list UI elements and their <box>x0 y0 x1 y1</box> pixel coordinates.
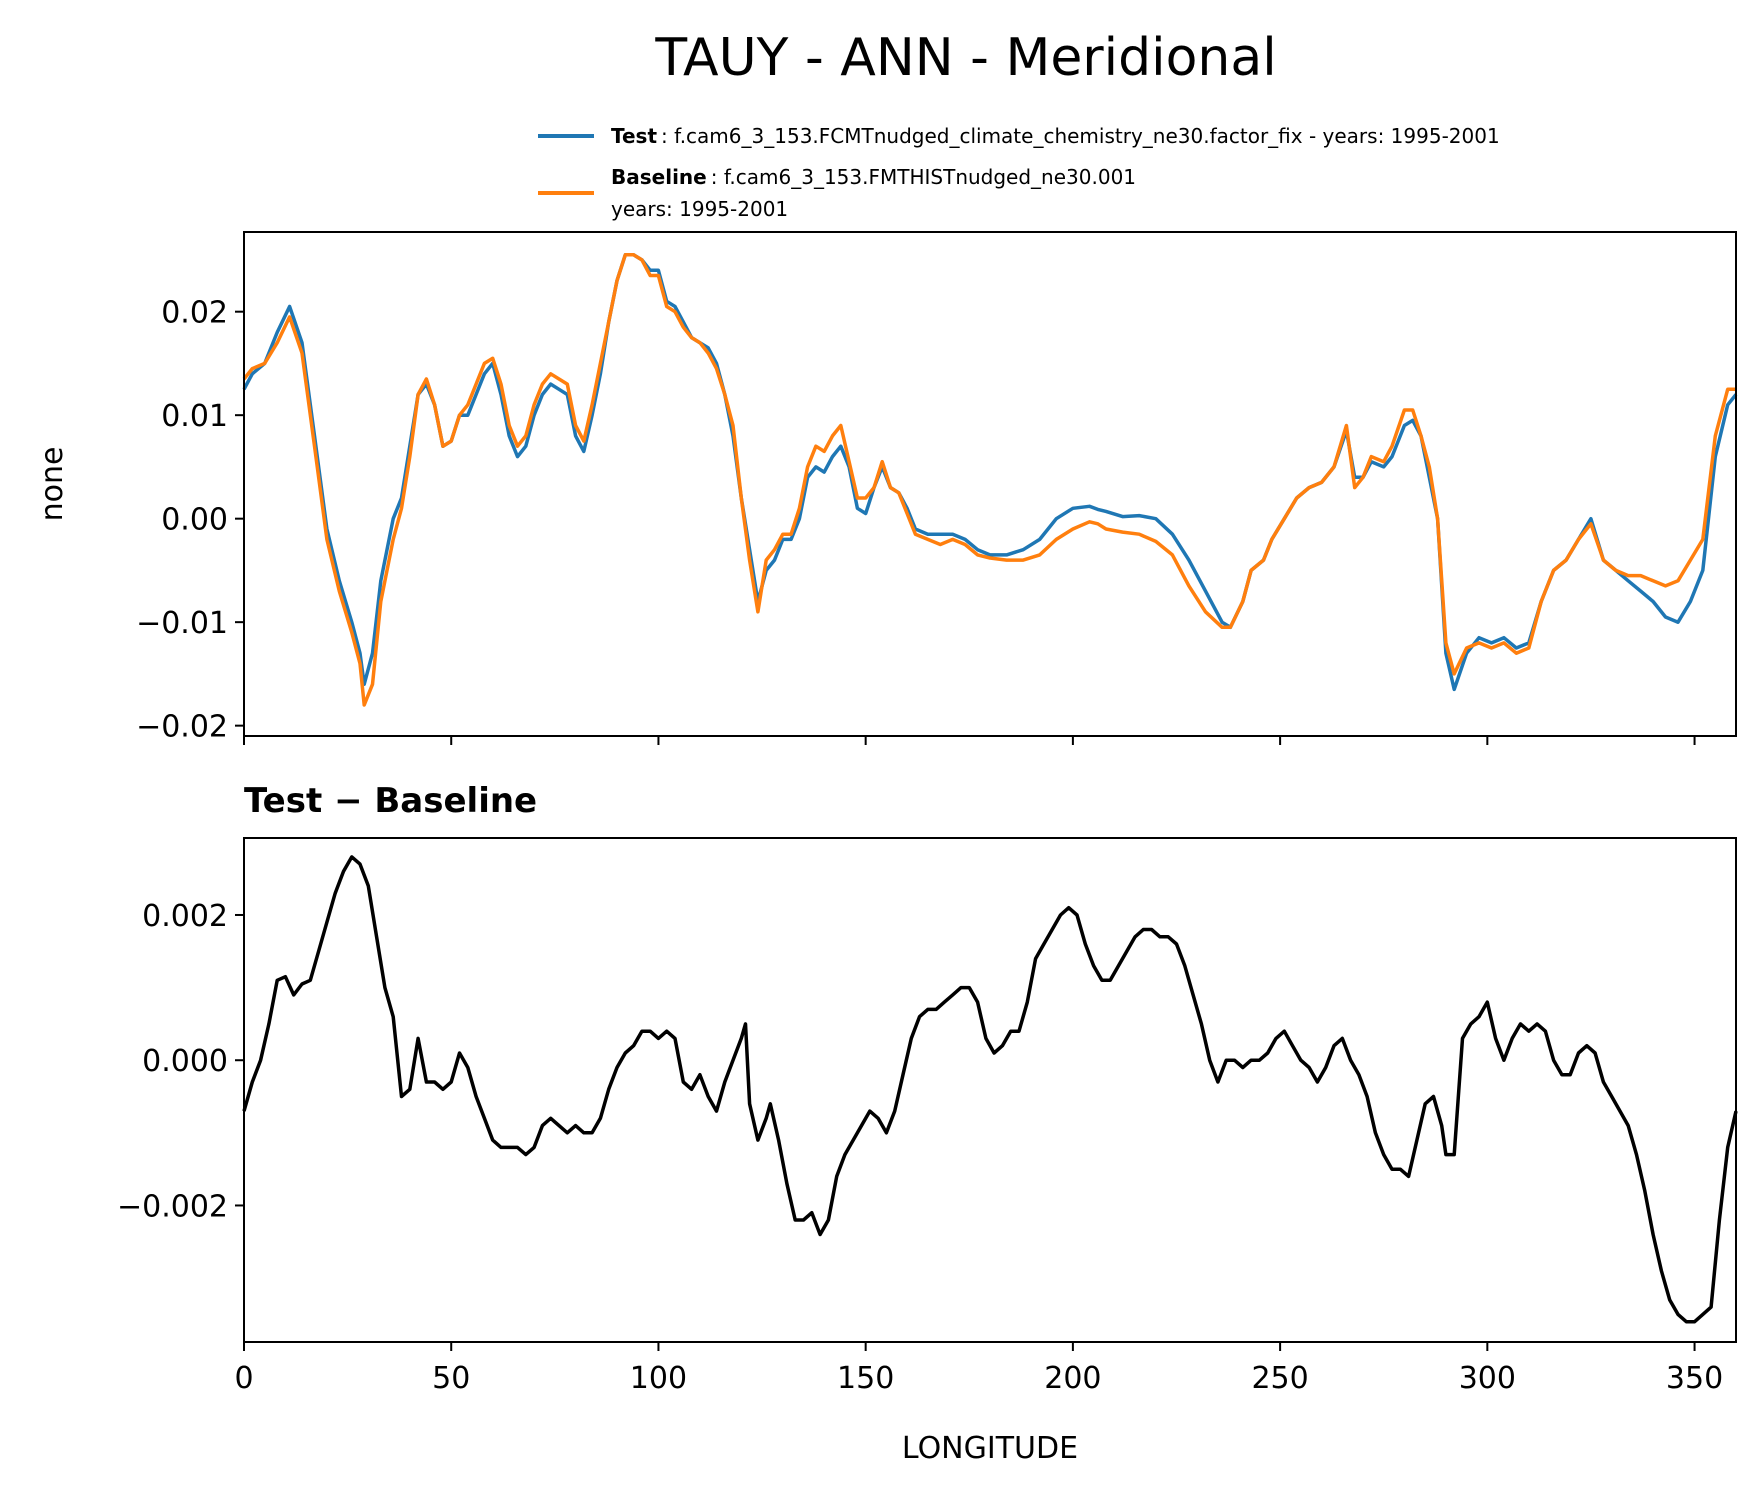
bottom-y-tick-label: −0.002 <box>117 1189 228 1224</box>
bottom-x-tick-label: 250 <box>1251 1361 1308 1396</box>
top-axes-frame <box>243 231 1737 737</box>
bottom-panel: Test − Baseline 0 50 100 150 200 250 300 350 −0.… <box>117 781 1738 1466</box>
bottom-y-tick-label: 0.002 <box>142 899 228 934</box>
bottom-series-line-diff <box>242 855 1738 1324</box>
bottom-ticks-group: 0 50 100 150 200 250 300 350 −0.002 0.000 0.002 <box>117 899 1723 1396</box>
x-axis-label: LONGITUDE <box>902 1431 1078 1466</box>
bottom-x-tick-label: 300 <box>1459 1361 1516 1396</box>
legend-baseline-text: : f.cam6_3_153.FMTHISTnudged_ne30.001 <box>711 165 1136 189</box>
bottom-axes-frame <box>243 837 1737 1343</box>
top-series-group <box>242 253 1738 707</box>
top-series-line-baseline <box>242 253 1736 707</box>
bottom-panel-title: Test − Baseline <box>244 781 537 821</box>
top-panel: −0.02 −0.01 0.00 0.01 0.02 none <box>35 231 1738 745</box>
bottom-x-tick-label: 150 <box>837 1361 894 1396</box>
bottom-series-group <box>242 855 1738 1324</box>
top-y-tick-label: −0.01 <box>136 606 228 641</box>
bottom-x-tick-label: 0 <box>234 1361 253 1396</box>
top-y-tick-label: 0.02 <box>161 296 228 331</box>
top-series-line-test <box>242 253 1738 692</box>
legend-entry-baseline: Baseline: f.cam6_3_153.FMTHISTnudged_ne3… <box>611 165 1136 189</box>
figure-title: TAUY - ANN - Meridional <box>654 28 1276 88</box>
bottom-y-tick-label: 0.000 <box>142 1044 228 1079</box>
top-ticks-group: −0.02 −0.01 0.00 0.01 0.02 <box>136 296 1696 745</box>
bottom-x-tick-label: 50 <box>432 1361 470 1396</box>
legend-entry-test: Test: f.cam6_3_153.FCMTnudged_climate_ch… <box>611 124 1500 148</box>
bottom-x-tick-label: 350 <box>1666 1361 1723 1396</box>
bottom-x-tick-label: 200 <box>1044 1361 1101 1396</box>
legend: Test: f.cam6_3_153.FCMTnudged_climate_ch… <box>538 124 1500 221</box>
legend-test-text: : f.cam6_3_153.FCMTnudged_climate_chemis… <box>661 124 1500 148</box>
legend-baseline-name: Baseline <box>611 165 707 189</box>
top-y-axis-label: none <box>35 447 70 522</box>
bottom-x-tick-label: 100 <box>630 1361 687 1396</box>
top-y-tick-label: −0.02 <box>136 710 228 745</box>
top-y-tick-label: 0.00 <box>161 503 228 538</box>
legend-test-name: Test <box>611 124 657 148</box>
legend-baseline-years: years: 1995-2001 <box>611 197 788 221</box>
top-y-tick-label: 0.01 <box>161 399 228 434</box>
